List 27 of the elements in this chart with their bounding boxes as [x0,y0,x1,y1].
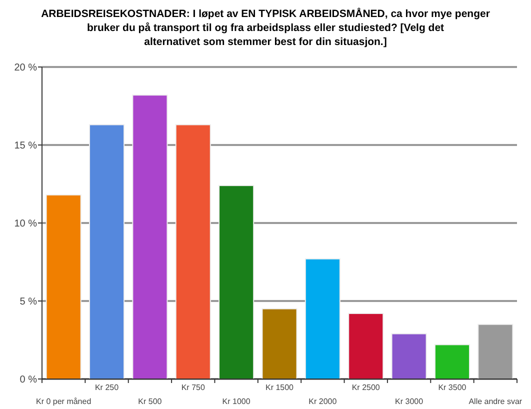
y-tick-label: 15 % [14,140,38,152]
bar [262,308,298,380]
y-tick-label: 10 % [14,218,38,230]
x-tick-label: Kr 500 [138,397,162,406]
bar [348,312,384,380]
bar [391,333,427,380]
bar [434,344,470,380]
bar [89,124,125,380]
bar [46,194,82,380]
x-tick-label: Kr 0 per måned [36,397,92,406]
y-tick-label: 0 % [20,374,38,386]
x-tick-label: Kr 3500 [438,383,467,392]
bar [304,258,340,380]
x-tick-label: Alle andre svar [468,397,522,406]
x-tick-label: Kr 2500 [352,383,380,392]
x-tick-label: Kr 2000 [308,397,338,406]
bar [218,185,254,380]
x-tick-label: Kr 1500 [265,383,294,392]
x-tick-label: Kr 1000 [222,397,251,406]
y-tick-label: 5 % [20,296,38,308]
bar [132,94,168,380]
bar [175,124,211,380]
y-tick-label: 20 % [14,62,38,74]
chart-title: ARBEIDSREISEKOSTNADER: I løpet av EN TYPISK ARBEIDSMÅNED, ca hvor mye penger bruker du på transport til og fra arbeidsplass eller studiested? [Velg det alternativet som stemmer best for din situasjon.] [41,7,490,48]
x-tick-label: Kr 3000 [395,397,424,406]
x-tick-label: Kr 250 [94,383,120,392]
x-tick-label: Kr 750 [181,383,206,392]
